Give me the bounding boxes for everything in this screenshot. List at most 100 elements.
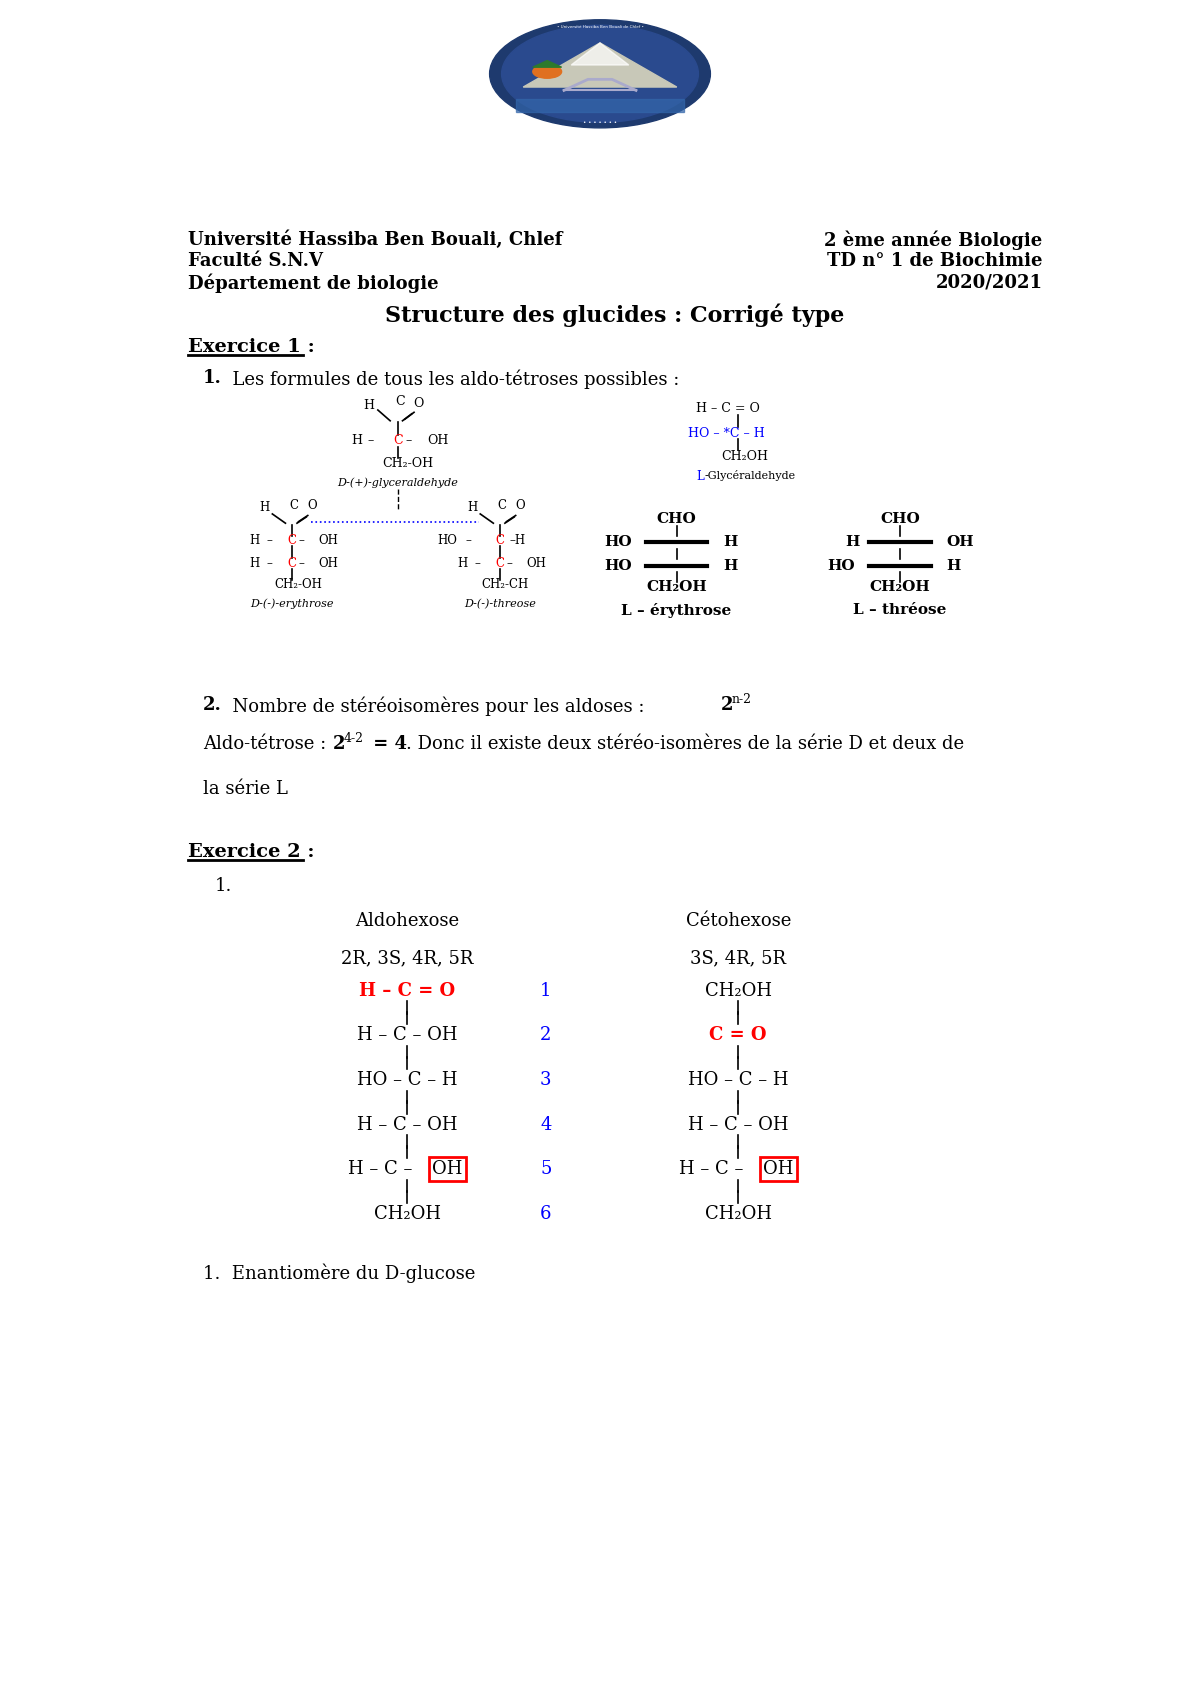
Text: L – thréose: L – thréose <box>853 602 947 616</box>
Text: la série L: la série L <box>203 779 288 798</box>
Text: Faculté S.N.V: Faculté S.N.V <box>187 253 323 270</box>
Text: 5: 5 <box>540 1161 551 1178</box>
Text: CH₂-CH: CH₂-CH <box>481 579 529 591</box>
Text: -Glycéraldehyde: -Glycéraldehyde <box>704 470 796 480</box>
Text: CH₂-OH: CH₂-OH <box>274 579 322 591</box>
Text: C: C <box>288 535 296 548</box>
Text: H: H <box>467 501 478 514</box>
Text: OH: OH <box>946 536 973 550</box>
Text: CH₂OH: CH₂OH <box>647 580 707 594</box>
Text: O: O <box>307 499 317 512</box>
Polygon shape <box>533 61 562 68</box>
Text: Les formules de tous les aldo-tétroses possibles :: Les formules de tous les aldo-tétroses p… <box>221 370 679 389</box>
Text: Université Hassiba Ben Bouali, Chlef: Université Hassiba Ben Bouali, Chlef <box>187 231 562 249</box>
Text: C: C <box>394 434 403 448</box>
Text: HO: HO <box>828 558 856 572</box>
Text: OH: OH <box>318 535 338 548</box>
Text: C: C <box>496 557 505 570</box>
Text: H: H <box>250 535 260 548</box>
Text: HO: HO <box>437 535 457 548</box>
Text: C: C <box>289 499 299 511</box>
Text: OH: OH <box>763 1161 793 1178</box>
Text: H – C = O: H – C = O <box>359 981 455 1000</box>
Text: • • • • • • •: • • • • • • • <box>583 120 617 126</box>
Text: H: H <box>946 558 960 572</box>
Ellipse shape <box>502 25 698 122</box>
Text: 3: 3 <box>540 1071 552 1089</box>
Text: HO: HO <box>605 536 632 550</box>
Text: Aldo-tétrose :: Aldo-tétrose : <box>203 735 332 753</box>
Text: H: H <box>352 434 362 448</box>
Text: H – C – OH: H – C – OH <box>356 1115 457 1134</box>
Text: D-(-)-erythrose: D-(-)-erythrose <box>251 599 334 609</box>
Text: CH₂OH: CH₂OH <box>704 981 772 1000</box>
Text: –: – <box>266 557 272 570</box>
Text: HO – C – H: HO – C – H <box>688 1071 788 1089</box>
Text: OH: OH <box>318 557 338 570</box>
Ellipse shape <box>490 20 710 127</box>
Text: L: L <box>696 470 703 484</box>
Text: H – C = O: H – C = O <box>696 402 760 416</box>
Text: D-(+)-glyceraldehyde: D-(+)-glyceraldehyde <box>337 477 458 487</box>
Text: • Université Hassiba Ben Bouali de Chlef •: • Université Hassiba Ben Bouali de Chlef… <box>557 25 643 29</box>
Text: 1.: 1. <box>203 370 222 387</box>
Text: –: – <box>266 535 272 548</box>
Text: HO – *C – H: HO – *C – H <box>688 426 764 440</box>
Text: C: C <box>395 395 404 409</box>
Text: –: – <box>406 434 412 448</box>
Text: H – C – OH: H – C – OH <box>356 1027 457 1044</box>
Text: 1.  Enantiomère du D-glucose: 1. Enantiomère du D-glucose <box>203 1264 475 1283</box>
Text: 6: 6 <box>540 1205 552 1224</box>
Text: 2: 2 <box>334 735 346 753</box>
Text: Aldohexose: Aldohexose <box>355 911 460 930</box>
Text: CH₂-OH: CH₂-OH <box>383 458 433 470</box>
Polygon shape <box>571 42 629 64</box>
Text: 1.: 1. <box>215 877 232 896</box>
Text: –: – <box>299 557 305 570</box>
Text: H: H <box>259 501 269 514</box>
Text: HO – C – H: HO – C – H <box>356 1071 457 1089</box>
Polygon shape <box>516 98 684 112</box>
Text: . Donc il existe deux stéréo-isomères de la série D et deux de: . Donc il existe deux stéréo-isomères de… <box>406 735 964 753</box>
Text: H: H <box>457 557 468 570</box>
Text: Cétohexose: Cétohexose <box>685 911 791 930</box>
Text: OH: OH <box>527 557 546 570</box>
Text: Exercice 2 :: Exercice 2 : <box>187 843 314 860</box>
Text: TD n° 1 de Biochimie: TD n° 1 de Biochimie <box>827 253 1043 270</box>
Text: 2: 2 <box>721 696 733 714</box>
Text: –: – <box>506 557 512 570</box>
Text: Exercice 1 :: Exercice 1 : <box>187 338 314 356</box>
Text: CHO: CHO <box>656 511 696 526</box>
Text: 3S, 4R, 5R: 3S, 4R, 5R <box>690 949 786 967</box>
Text: H: H <box>250 557 260 570</box>
Text: CHO: CHO <box>880 511 919 526</box>
Text: 4: 4 <box>540 1115 551 1134</box>
Text: H – C –: H – C – <box>348 1161 413 1178</box>
Text: 2 ème année Biologie: 2 ème année Biologie <box>824 231 1043 249</box>
Text: CH₂OH: CH₂OH <box>721 450 768 463</box>
Polygon shape <box>523 42 677 87</box>
Text: 1: 1 <box>540 981 552 1000</box>
Text: H – C – OH: H – C – OH <box>688 1115 788 1134</box>
Text: HO: HO <box>605 558 632 572</box>
Text: OH: OH <box>432 1161 462 1178</box>
Text: C = O: C = O <box>709 1027 767 1044</box>
Text: –: – <box>464 535 470 548</box>
Text: CH₂OH: CH₂OH <box>704 1205 772 1224</box>
Text: 2.: 2. <box>203 696 222 714</box>
Text: H: H <box>846 536 860 550</box>
Text: –: – <box>474 557 480 570</box>
Text: O: O <box>413 397 424 411</box>
Text: O: O <box>516 499 526 512</box>
Text: L – érythrose: L – érythrose <box>622 602 732 618</box>
Circle shape <box>533 64 562 78</box>
Text: Département de biologie: Département de biologie <box>187 273 438 294</box>
Text: C: C <box>288 557 296 570</box>
Text: C: C <box>496 535 505 548</box>
Text: –H: –H <box>510 535 526 548</box>
Text: 2: 2 <box>540 1027 551 1044</box>
Text: –: – <box>299 535 305 548</box>
Text: H: H <box>364 399 374 412</box>
Text: 4-2: 4-2 <box>344 731 364 745</box>
Text: CH₂OH: CH₂OH <box>373 1205 440 1224</box>
